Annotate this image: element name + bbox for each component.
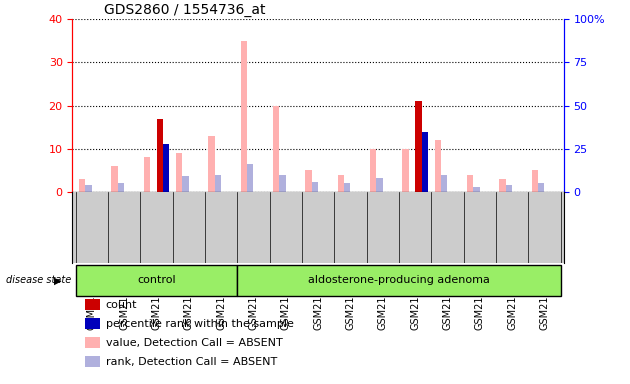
Bar — [86, 185, 92, 192]
Bar — [305, 170, 312, 192]
Bar — [421, 131, 428, 192]
Bar — [441, 175, 447, 192]
Text: disease state: disease state — [6, 275, 72, 285]
Bar — [499, 179, 506, 192]
Bar — [415, 101, 421, 192]
Bar — [182, 177, 189, 192]
Bar — [84, 318, 100, 329]
Text: rank, Detection Call = ABSENT: rank, Detection Call = ABSENT — [106, 356, 277, 367]
Bar — [118, 184, 124, 192]
Bar — [163, 144, 169, 192]
Bar — [247, 164, 253, 192]
Bar — [84, 337, 100, 348]
Bar — [370, 149, 376, 192]
Bar — [84, 356, 100, 367]
Text: value, Detection Call = ABSENT: value, Detection Call = ABSENT — [106, 338, 283, 348]
Bar — [435, 140, 441, 192]
Bar — [273, 106, 279, 192]
Text: aldosterone-producing adenoma: aldosterone-producing adenoma — [308, 275, 490, 285]
Bar — [156, 119, 163, 192]
Bar — [209, 136, 215, 192]
Bar — [176, 153, 182, 192]
Text: control: control — [137, 275, 176, 285]
Bar — [506, 185, 512, 192]
Bar — [215, 175, 221, 192]
Bar — [376, 178, 383, 192]
Bar — [112, 166, 118, 192]
FancyBboxPatch shape — [76, 265, 238, 296]
Bar — [532, 170, 538, 192]
Bar — [144, 157, 150, 192]
FancyBboxPatch shape — [238, 265, 561, 296]
Bar — [312, 182, 318, 192]
Text: ▶: ▶ — [54, 275, 62, 285]
Bar — [473, 187, 480, 192]
Bar — [79, 179, 86, 192]
Bar — [467, 175, 473, 192]
Bar — [344, 184, 350, 192]
Bar — [402, 149, 409, 192]
Bar — [338, 175, 344, 192]
Text: percentile rank within the sample: percentile rank within the sample — [106, 318, 294, 329]
Text: GDS2860 / 1554736_at: GDS2860 / 1554736_at — [104, 3, 265, 17]
Bar — [279, 175, 286, 192]
Text: count: count — [106, 300, 137, 310]
Bar — [241, 41, 247, 192]
Bar — [538, 184, 544, 192]
Bar — [84, 300, 100, 310]
